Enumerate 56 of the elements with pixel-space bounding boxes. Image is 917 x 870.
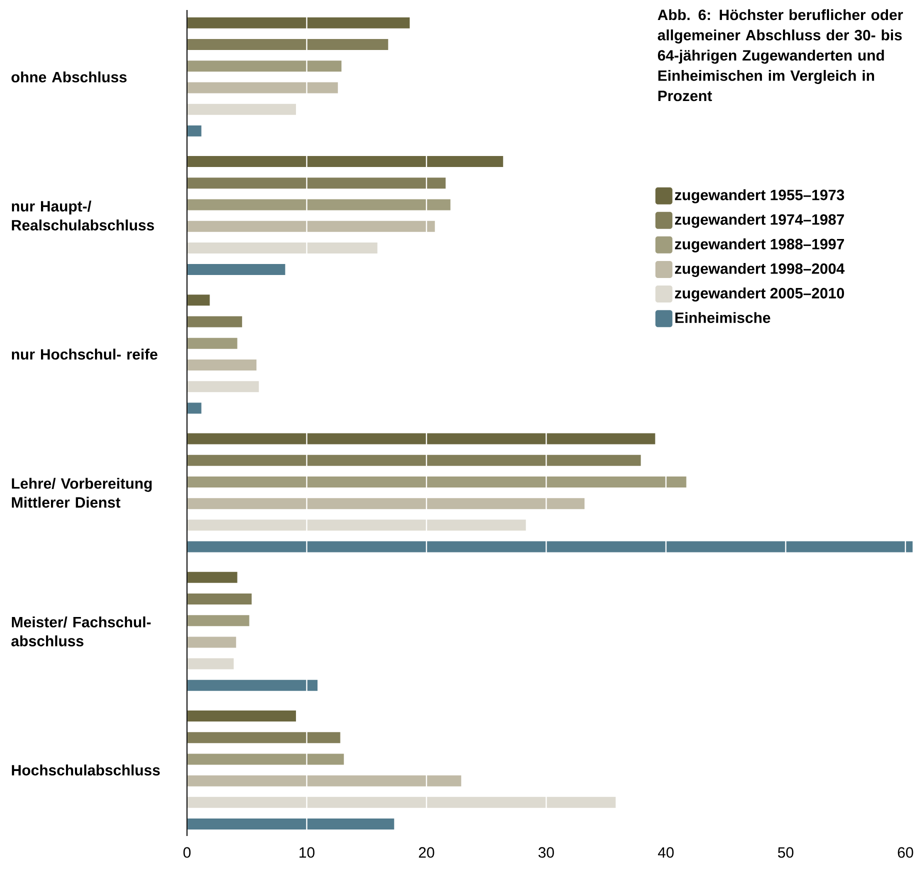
bar xyxy=(187,775,462,786)
bar xyxy=(187,82,338,94)
bar xyxy=(187,710,296,722)
bar xyxy=(187,680,318,691)
bar xyxy=(187,818,394,830)
legend-label: Einheimische xyxy=(675,312,770,324)
x-tick-label: 60 xyxy=(898,847,914,858)
bar xyxy=(187,294,210,306)
bar xyxy=(187,104,296,115)
bar xyxy=(187,454,641,466)
bar xyxy=(187,264,286,276)
bar xyxy=(187,199,450,210)
x-tick-label: 10 xyxy=(300,847,314,858)
bar xyxy=(187,796,616,808)
bar xyxy=(187,593,252,604)
bar xyxy=(187,541,913,552)
bar xyxy=(187,381,259,392)
bar xyxy=(187,316,242,328)
y-tick-label: nur Haupt-/ Realschulabschluss xyxy=(12,200,154,230)
bar xyxy=(187,636,236,648)
legend-label: zugewandert 1955–1973 xyxy=(674,189,844,204)
bar xyxy=(187,338,238,349)
legend-label: zugewandert 1998–2004 xyxy=(674,262,845,277)
bar xyxy=(187,220,435,232)
bar xyxy=(187,156,504,168)
bar xyxy=(187,39,388,50)
x-tick-label: 40 xyxy=(658,847,674,858)
y-tick-label: nur Hochschul- reife xyxy=(12,348,158,360)
y-tick-label: ohne Abschluss xyxy=(12,71,127,82)
legend-label: zugewandert 2005–2010 xyxy=(674,288,844,302)
x-tick-label: 30 xyxy=(538,847,554,858)
bar xyxy=(187,359,256,370)
y-tick-label: Lehre/ Vorbereitung Mittlerer Dienst xyxy=(12,478,152,508)
bar xyxy=(187,178,446,189)
x-tick-label: 20 xyxy=(418,847,434,858)
bar xyxy=(187,658,234,670)
bar xyxy=(187,242,378,254)
text: Abb. 6: Höchster beruflicher oder allgemeiner Abschluss der 30- bis 64-jährigen Zugewanderten und Einheimischen im Vergleich in Prozent xyxy=(658,9,903,102)
bar xyxy=(187,754,344,765)
bar xyxy=(187,476,686,488)
bar xyxy=(187,125,202,136)
y-tick-label: Hochschulabschluss xyxy=(12,764,160,776)
x-tick-label: 50 xyxy=(778,847,794,858)
bar xyxy=(187,402,202,414)
y-tick-label: Meister/ Fachschul- abschluss xyxy=(11,616,151,646)
bar xyxy=(187,17,410,28)
bar xyxy=(187,615,250,626)
bar xyxy=(187,572,238,583)
legend-label: zugewandert 1988–1997 xyxy=(674,238,844,252)
bar xyxy=(187,60,342,72)
bar xyxy=(187,433,656,444)
bar xyxy=(187,732,340,744)
legend-label: zugewandert 1974–1987 xyxy=(674,214,844,228)
bar xyxy=(187,520,526,531)
bar xyxy=(187,498,585,510)
x-tick-label: 0 xyxy=(183,847,191,858)
